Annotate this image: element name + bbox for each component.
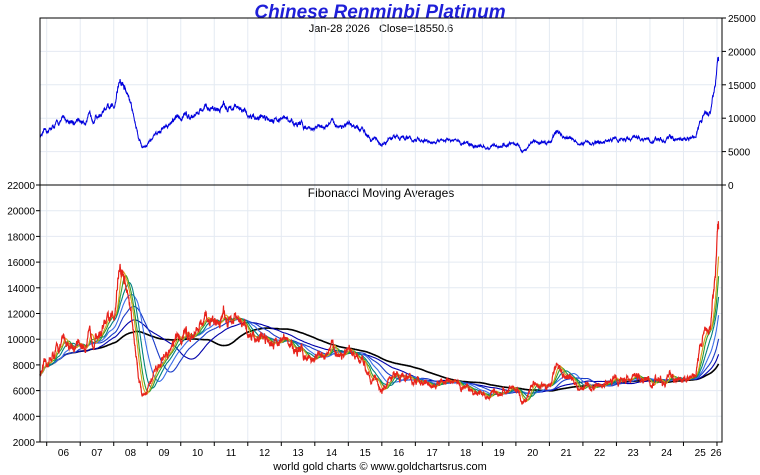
x-tick-label: 22 xyxy=(594,448,606,459)
subtitle-close: Close=18550.6 xyxy=(378,23,454,35)
bottom-y-tick-label: 18000 xyxy=(7,232,35,243)
x-tick-label: 23 xyxy=(628,448,640,459)
bottom-y-tick-label: 12000 xyxy=(7,310,35,321)
top-y-tick-label: 10000 xyxy=(728,114,756,125)
bottom-y-tick-label: 22000 xyxy=(7,181,35,192)
x-tick-label: 18 xyxy=(460,448,472,459)
top-y-tick-label: 20000 xyxy=(728,47,756,58)
bottom-panel-series xyxy=(39,221,720,405)
x-tick-label: 13 xyxy=(292,448,304,459)
top-panel-grid xyxy=(40,17,722,186)
x-tick-label: 07 xyxy=(91,448,103,459)
subtitle-date: Jan-28 2026 xyxy=(308,23,370,35)
top-y-tick-label: 15000 xyxy=(728,81,756,92)
x-tick-label: 25 xyxy=(695,448,707,459)
chart-subtitle: Jan-28 2026 Close=18550.6 xyxy=(40,23,722,35)
bottom-y-tick-label: 16000 xyxy=(7,258,35,269)
x-axis: 06 07 08 09 10 11 12 13 14 15 16 17 18 19 20 21 22 23 24 25… xyxy=(46,442,722,459)
fib-ma-line-8 xyxy=(39,256,720,403)
footer-credit: world gold charts © www.goldchartsrus.co… xyxy=(273,461,487,473)
bottom-y-tick-label: 10000 xyxy=(7,335,35,346)
x-tick-label: 11 xyxy=(226,448,237,459)
top-panel-y-axis: 25000 20000 15000 10000 5000 0 xyxy=(722,14,756,192)
x-tick-label: 14 xyxy=(326,448,338,459)
bottom-y-tick-label: 4000 xyxy=(13,412,36,423)
x-tick-label: 24 xyxy=(661,448,673,459)
bottom-y-tick-label: 8000 xyxy=(13,361,36,372)
bottom-panel-y-axis: 22000 20000 18000 16000 14000 12000 10000 8000 6… xyxy=(7,181,40,449)
indicator-title: Fibonacci Moving Averages xyxy=(307,186,455,200)
fib-price-line xyxy=(39,221,720,405)
x-tick-label: 10 xyxy=(192,448,204,459)
price-line xyxy=(39,56,720,154)
bottom-y-tick-label: 6000 xyxy=(13,387,36,398)
x-tick-label: 12 xyxy=(259,448,271,459)
bottom-y-tick-label: 14000 xyxy=(7,284,35,295)
bottom-panel-grid xyxy=(40,184,722,443)
top-panel-series xyxy=(39,56,720,154)
bottom-y-tick-label: 20000 xyxy=(7,207,35,218)
x-tick-label: 20 xyxy=(527,448,539,459)
x-tick-label: 09 xyxy=(158,448,170,459)
top-y-tick-label: 0 xyxy=(728,181,734,192)
x-tick-label: 19 xyxy=(494,448,506,459)
x-tick-label: 17 xyxy=(427,448,439,459)
x-tick-label: 15 xyxy=(360,448,372,459)
x-tick-label: 06 xyxy=(58,448,70,459)
bottom-y-tick-label: 2000 xyxy=(13,438,36,449)
x-tick-label: 16 xyxy=(393,448,405,459)
top-y-tick-label: 25000 xyxy=(728,14,756,25)
x-tick-label: 08 xyxy=(125,448,137,459)
x-tick-label: 26 xyxy=(710,448,722,459)
top-y-tick-label: 5000 xyxy=(728,148,751,159)
top-panel-frame xyxy=(39,17,723,186)
x-tick-label: 21 xyxy=(561,448,573,459)
